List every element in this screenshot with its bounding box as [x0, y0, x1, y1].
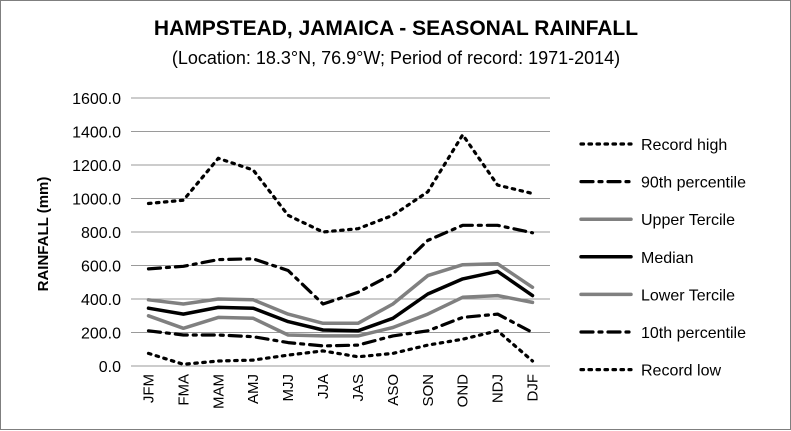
legend-label-upper-tercile: Upper Tercile: [641, 212, 735, 229]
y-tick-label: 600.0: [81, 259, 121, 276]
x-tick-label: MJJ: [280, 374, 297, 402]
x-tick-label: OND: [455, 374, 472, 408]
x-tick-label: DJF: [525, 374, 542, 402]
x-tick-label: AMJ: [245, 374, 262, 404]
series-line-lower-tercile: [146, 293, 535, 338]
legend-label-90th-percentile: 90th percentile: [641, 175, 746, 192]
grid: [131, 97, 550, 367]
legend-label-record-low: Record low: [641, 363, 721, 380]
x-tick-label: JFM: [140, 374, 157, 403]
y-tick-labels: 0.0 200.0 400.0 600.0 800.0 1000.0 1200.0 1400.…: [72, 91, 121, 376]
legend: Record high 90th percentile Upper Tercile M…: [579, 137, 746, 380]
y-tick-label: 800.0: [81, 225, 121, 242]
chart-subtitle: (Location: 18.3°N, 76.9°W; Period of rec…: [172, 48, 620, 68]
x-tick-label: FMA: [175, 374, 192, 406]
legend-label-median: Median: [641, 250, 693, 267]
legend-label-10th-percentile: 10th percentile: [641, 325, 746, 342]
series-line-median: [146, 269, 535, 333]
legend-label-record-high: Record high: [641, 137, 727, 154]
series-line-record-high: [146, 133, 535, 234]
y-tick-label: 1600.0: [72, 91, 121, 108]
y-tick-label: 200.0: [81, 326, 121, 343]
series-line-10th-percentile: [146, 312, 535, 348]
series-line-record-low: [146, 329, 535, 366]
y-tick-label: 1200.0: [72, 158, 121, 175]
y-tick-label: 400.0: [81, 292, 121, 309]
legend-label-lower-tercile: Lower Tercile: [641, 287, 735, 304]
x-tick-labels: JFM FMA MAM AMJ MJJ JJA JAS ASO SON OND NDJ DJF: [140, 374, 541, 409]
x-tick-label: MAM: [210, 374, 227, 409]
y-axis-label: RAINFALL (mm): [35, 177, 52, 292]
series-line-upper-tercile: [146, 262, 535, 326]
series-line-90th-percentile: [146, 223, 535, 306]
y-tick-label: 1400.0: [72, 125, 121, 142]
y-tick-label: 1000.0: [72, 192, 121, 209]
x-tick-label: SON: [420, 374, 437, 407]
x-tick-label: JJA: [315, 374, 332, 399]
series-lines: [146, 133, 535, 366]
x-tick-label: ASO: [385, 374, 402, 406]
x-tick-label: JAS: [350, 374, 367, 402]
chart-title: HAMPSTEAD, JAMAICA - SEASONAL RAINFALL: [154, 17, 638, 40]
x-tick-label: NDJ: [490, 374, 507, 403]
y-tick-label: 0.0: [99, 359, 121, 376]
